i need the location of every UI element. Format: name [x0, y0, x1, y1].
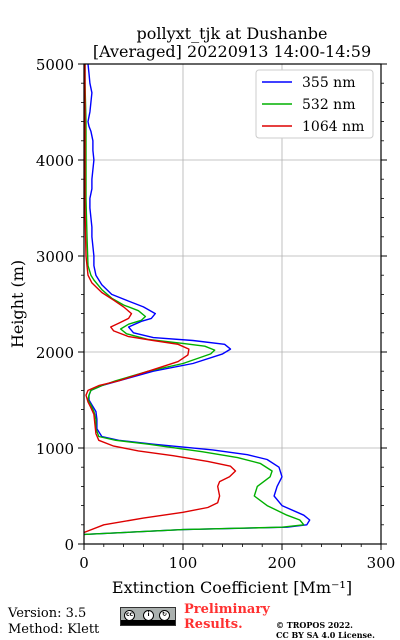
y-tick-label: 3000: [36, 248, 74, 266]
preliminary-line1: Preliminary: [184, 602, 270, 617]
series-line-2: [83, 64, 305, 536]
preliminary-note: Preliminary Results.: [184, 602, 270, 632]
cc-license-badge: cc i ↻: [120, 607, 176, 626]
y-axis-label: Height (m): [8, 260, 27, 348]
y-tick-label: 2000: [36, 344, 74, 362]
y-tick-label: 0: [64, 536, 74, 554]
copyright-note: © TROPOS 2022. CC BY SA 4.0 License.: [276, 620, 375, 640]
y-tick-labels: 0 1000 2000 3000 4000 5000: [36, 56, 74, 554]
chart-title: pollyxt_tjk at Dushanbe: [136, 24, 327, 43]
legend-label-2: 532 nm: [302, 97, 355, 113]
x-tick-label: 100: [169, 554, 198, 572]
y-tick-label: 5000: [36, 56, 74, 74]
x-tick-labels: 0 100 200 300: [79, 554, 395, 572]
y-tick-label: 4000: [36, 152, 74, 170]
version-text: Version: 3.5: [8, 606, 87, 621]
method-text: Method: Klett: [8, 622, 100, 637]
copyright-line2: CC BY SA 4.0 License.: [276, 630, 375, 640]
axis-ticks: [78, 63, 387, 550]
series-line-1: [83, 63, 311, 536]
preliminary-line2: Results.: [184, 617, 243, 632]
y-tick-label: 1000: [36, 440, 74, 458]
x-tick-label: 200: [268, 554, 297, 572]
plot-frame: [83, 63, 382, 545]
badge-strip: [121, 620, 175, 625]
legend-label-1: 355 nm: [302, 75, 355, 91]
x-tick-label: 0: [79, 554, 89, 572]
copyright-line1: © TROPOS 2022.: [276, 620, 353, 630]
legend-box: [255, 69, 374, 139]
x-tick-label: 300: [367, 554, 396, 572]
series-line-3: [83, 64, 237, 534]
legend: 355 nm 532 nm 1064 nm: [255, 69, 374, 139]
chart-subtitle: [Averaged] 20220913 14:00-14:59: [93, 42, 371, 61]
legend-label-3: 1064 nm: [302, 119, 364, 135]
x-axis-label: Extinction Coefficient [Mm⁻¹]: [112, 578, 352, 597]
series-layer: [83, 63, 311, 536]
